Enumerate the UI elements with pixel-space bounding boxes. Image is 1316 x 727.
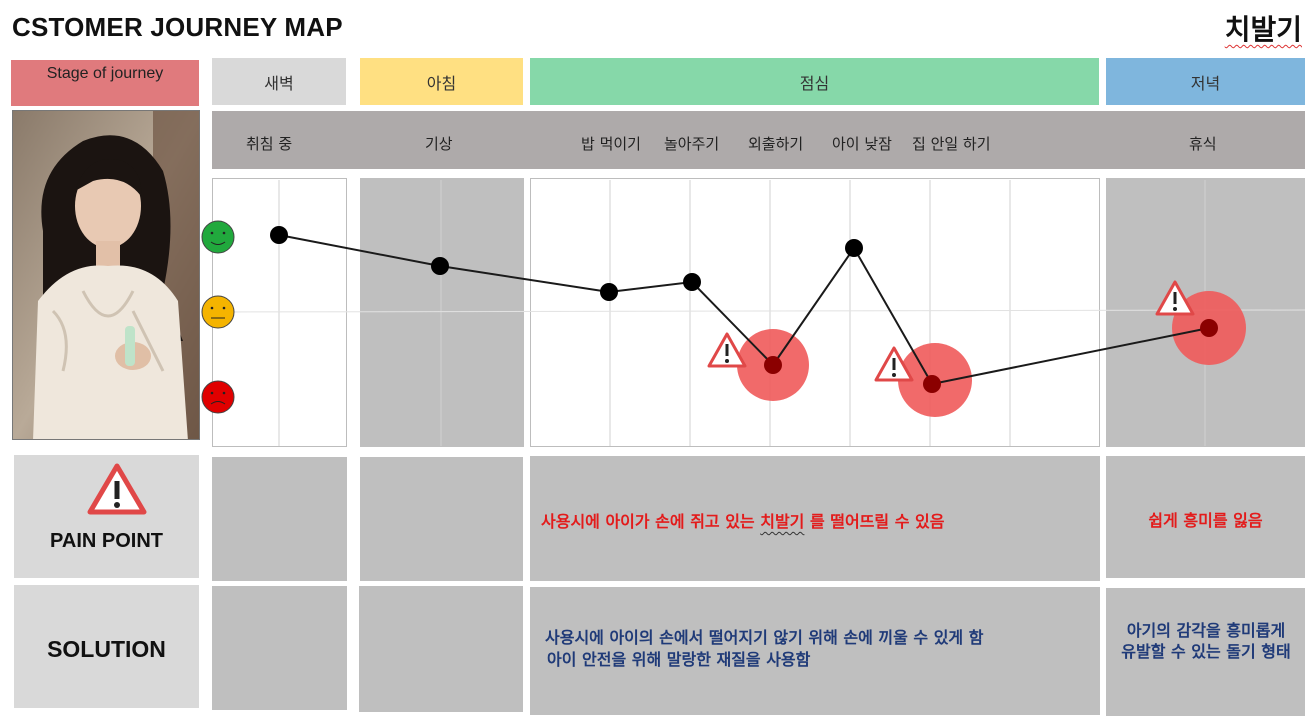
journey-point (600, 283, 618, 301)
stage-lunch: 점심 (530, 58, 1099, 105)
journey-point (1200, 319, 1218, 337)
activity-nap: 아이 낮잠 (832, 135, 892, 153)
pain-text-evening: 쉽게 흥미를 잃음 (1148, 511, 1263, 530)
activity-housework: 집 안일 하기 (912, 135, 991, 153)
neutral-face-icon (201, 295, 235, 329)
stage-label: Stage of journey (11, 60, 199, 106)
solution-cell-dawn (212, 586, 347, 710)
sad-face-icon (201, 380, 235, 414)
activity-bar (212, 111, 1305, 169)
warning-icon (87, 463, 147, 515)
pain-point-label: PAIN POINT (50, 530, 163, 552)
persona-photo (12, 110, 200, 440)
stage-dawn: 새벽 (212, 58, 346, 105)
stage-evening: 저녁 (1106, 58, 1305, 105)
graph-panel-morning (360, 178, 524, 447)
pain-cell-dawn (212, 457, 347, 581)
pain-text-lunch: 사용시에 아이가 손에 쥐고 있는 치발기 를 떨어뜨릴 수 있음 (541, 512, 945, 531)
activity-rest: 휴식 (1189, 135, 1217, 153)
activity-sleeping: 취침 중 (246, 135, 293, 153)
journey-point (923, 375, 941, 393)
journey-line (278, 234, 1210, 386)
product-name: 치발기 (1224, 13, 1302, 46)
solution-text-lunch-2: 아이 안전을 위해 말랑한 재질을 사용함 (547, 650, 811, 669)
journey-point (764, 356, 782, 374)
pain-point-label-box: PAIN POINT (14, 455, 199, 578)
solution-label: SOLUTION (47, 636, 166, 662)
journey-point (431, 257, 449, 275)
journey-point (270, 226, 288, 244)
solution-cell-lunch: 사용시에 아이의 손에서 떨어지기 않기 위해 손에 끼울 수 있게 함 아이 … (530, 587, 1100, 715)
graph-panel-lunch (530, 178, 1100, 447)
warning-icon (874, 346, 914, 382)
activity-outing: 외출하기 (748, 135, 804, 153)
warning-icon (1155, 280, 1195, 316)
journey-point (845, 239, 863, 257)
happy-face-icon (201, 220, 235, 254)
page-title: CSTOMER JOURNEY MAP (12, 12, 343, 42)
activity-feeding: 밥 먹이기 (581, 135, 641, 153)
pain-cell-lunch: 사용시에 아이가 손에 쥐고 있는 치발기 를 떨어뜨릴 수 있음 (530, 456, 1100, 581)
activity-playing: 놀아주기 (664, 135, 720, 153)
warning-icon (707, 332, 747, 368)
solution-cell-morning (359, 586, 523, 712)
stage-morning: 아침 (360, 58, 523, 105)
activity-wake-up: 기상 (425, 135, 453, 153)
pain-cell-morning (360, 457, 523, 581)
solution-label-box: SOLUTION (14, 585, 199, 708)
journey-point (683, 273, 701, 291)
neutral-baseline (211, 309, 1306, 313)
solution-cell-evening: 아기의 감각을 흥미롭게 유발할 수 있는 돌기 형태 (1106, 588, 1305, 716)
solution-text-evening: 아기의 감각을 흥미롭게 유발할 수 있는 돌기 형태 (1121, 621, 1291, 661)
pain-cell-evening: 쉽게 흥미를 잃음 (1106, 456, 1305, 578)
solution-text-lunch-1: 사용시에 아이의 손에서 떨어지기 않기 위해 손에 끼울 수 있게 함 (545, 628, 984, 647)
